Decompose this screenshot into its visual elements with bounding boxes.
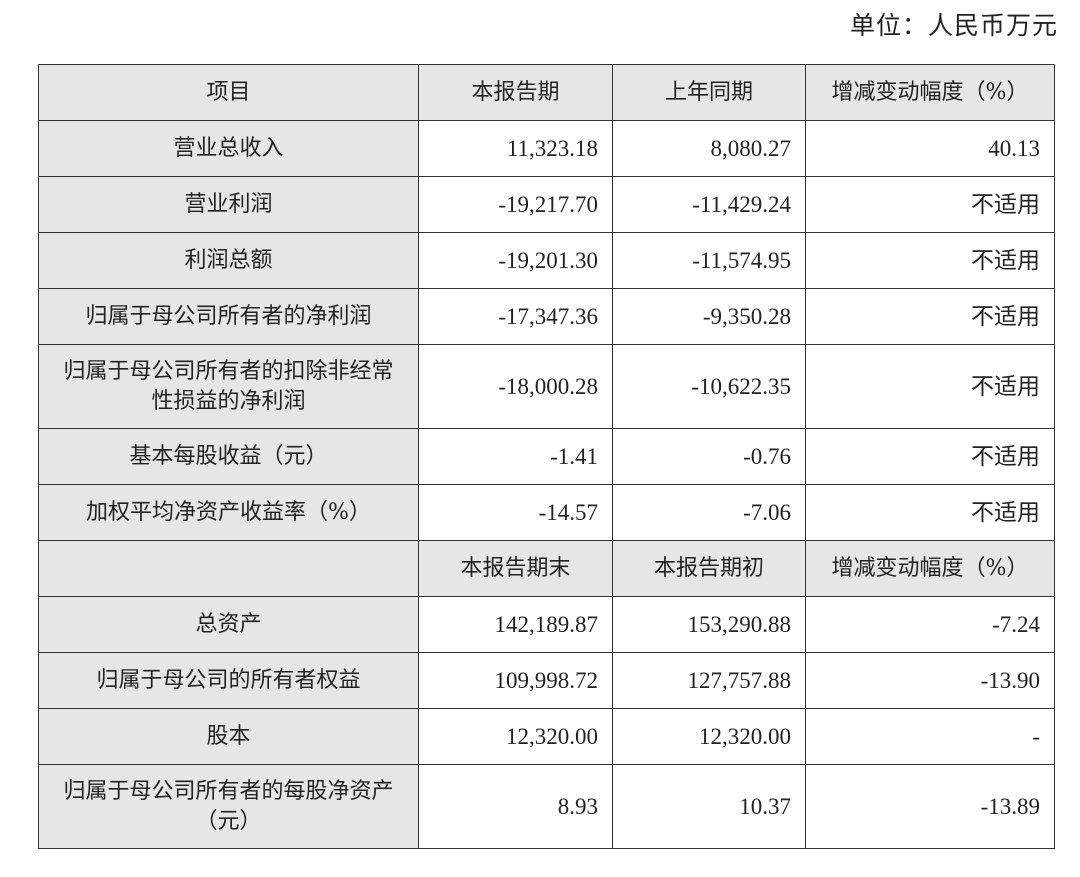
table-cell: -9,350.28 <box>612 288 806 345</box>
table-cell: 40.13 <box>805 120 1055 177</box>
table-cell: 不适用 <box>805 484 1055 541</box>
row-label: 股本 <box>38 708 419 765</box>
column-header: 本报告期 <box>418 64 613 121</box>
table-cell: -17,347.36 <box>418 288 613 345</box>
table-cell: -18,000.28 <box>418 344 613 429</box>
financial-summary-table: 项目 本报告期 上年同期 增减变动幅度（%） 营业总收入 11,323.18 8,080.2… <box>38 64 1055 849</box>
row-label: 营业利润 <box>38 176 419 233</box>
table-row: 基本每股收益（元） -1.41 -0.76 不适用 <box>38 428 1055 485</box>
table-cell: 10.37 <box>612 764 806 849</box>
table-row: 加权平均净资产收益率（%） -14.57 -7.06 不适用 <box>38 484 1055 541</box>
table-cell: 8,080.27 <box>612 120 806 177</box>
table-cell: -11,429.24 <box>612 176 806 233</box>
column-header: 本报告期初 <box>612 540 806 597</box>
column-header: 项目 <box>38 64 419 121</box>
table-cell: 127,757.88 <box>612 652 806 709</box>
table-cell: 不适用 <box>805 176 1055 233</box>
table-cell: -19,217.70 <box>418 176 613 233</box>
unit-label: 单位：人民币万元 <box>849 11 1058 40</box>
table-cell: -0.76 <box>612 428 806 485</box>
row-label: 归属于母公司的所有者权益 <box>38 652 419 709</box>
table-cell: -13.90 <box>805 652 1055 709</box>
table-cell: -14.57 <box>418 484 613 541</box>
table-row: 利润总额 -19,201.30 -11,574.95 不适用 <box>38 232 1055 289</box>
table-cell: 11,323.18 <box>418 120 613 177</box>
row-label: 利润总额 <box>38 232 419 289</box>
table-cell: -1.41 <box>418 428 613 485</box>
row-label: 总资产 <box>38 596 419 653</box>
row-label: 归属于母公司所有者的净利润 <box>38 288 419 345</box>
row-label: 归属于母公司所有者的扣除非经常性损益的净利润 <box>38 344 419 429</box>
table-cell: 不适用 <box>805 288 1055 345</box>
table-row: 归属于母公司所有者的每股净资产（元） 8.93 10.37 -13.89 <box>38 764 1055 849</box>
table-row: 营业总收入 11,323.18 8,080.27 40.13 <box>38 120 1055 177</box>
column-header: 增减变动幅度（%） <box>805 540 1055 597</box>
table-cell: 12,320.00 <box>418 708 613 765</box>
column-header <box>38 540 419 597</box>
row-label: 加权平均净资产收益率（%） <box>38 484 419 541</box>
row-label: 营业总收入 <box>38 120 419 177</box>
row-label: 归属于母公司所有者的每股净资产（元） <box>38 764 419 849</box>
table-cell: 153,290.88 <box>612 596 806 653</box>
table-cell: -11,574.95 <box>612 232 806 289</box>
table-cell: -7.24 <box>805 596 1055 653</box>
table-cell: 142,189.87 <box>418 596 613 653</box>
table-cell: 不适用 <box>805 428 1055 485</box>
table-row: 营业利润 -19,217.70 -11,429.24 不适用 <box>38 176 1055 233</box>
column-header: 增减变动幅度（%） <box>805 64 1055 121</box>
table-cell: -7.06 <box>612 484 806 541</box>
table-cell: -10,622.35 <box>612 344 806 429</box>
table-row: 归属于母公司所有者的净利润 -17,347.36 -9,350.28 不适用 <box>38 288 1055 345</box>
table-row: 归属于母公司的所有者权益 109,998.72 127,757.88 -13.90 <box>38 652 1055 709</box>
table-row: 总资产 142,189.87 153,290.88 -7.24 <box>38 596 1055 653</box>
table-row: 股本 12,320.00 12,320.00- <box>38 708 1055 765</box>
table-row: 归属于母公司所有者的扣除非经常性损益的净利润 -18,000.28 -10,622.… <box>38 344 1055 429</box>
table-cell: 不适用 <box>805 344 1055 429</box>
table-cell: 不适用 <box>805 232 1055 289</box>
table-cell: 8.93 <box>418 764 613 849</box>
table-header-row: 本报告期末 本报告期初 增减变动幅度（%） <box>38 540 1055 597</box>
table-cell: -13.89 <box>805 764 1055 849</box>
table-cell: 109,998.72 <box>418 652 613 709</box>
column-header: 上年同期 <box>612 64 806 121</box>
column-header: 本报告期末 <box>418 540 613 597</box>
row-label: 基本每股收益（元） <box>38 428 419 485</box>
table-cell: 12,320.00 <box>612 708 806 765</box>
table-header-row: 项目 本报告期 上年同期 增减变动幅度（%） <box>38 64 1055 121</box>
table-cell: -19,201.30 <box>418 232 613 289</box>
table-cell: - <box>805 708 1055 765</box>
